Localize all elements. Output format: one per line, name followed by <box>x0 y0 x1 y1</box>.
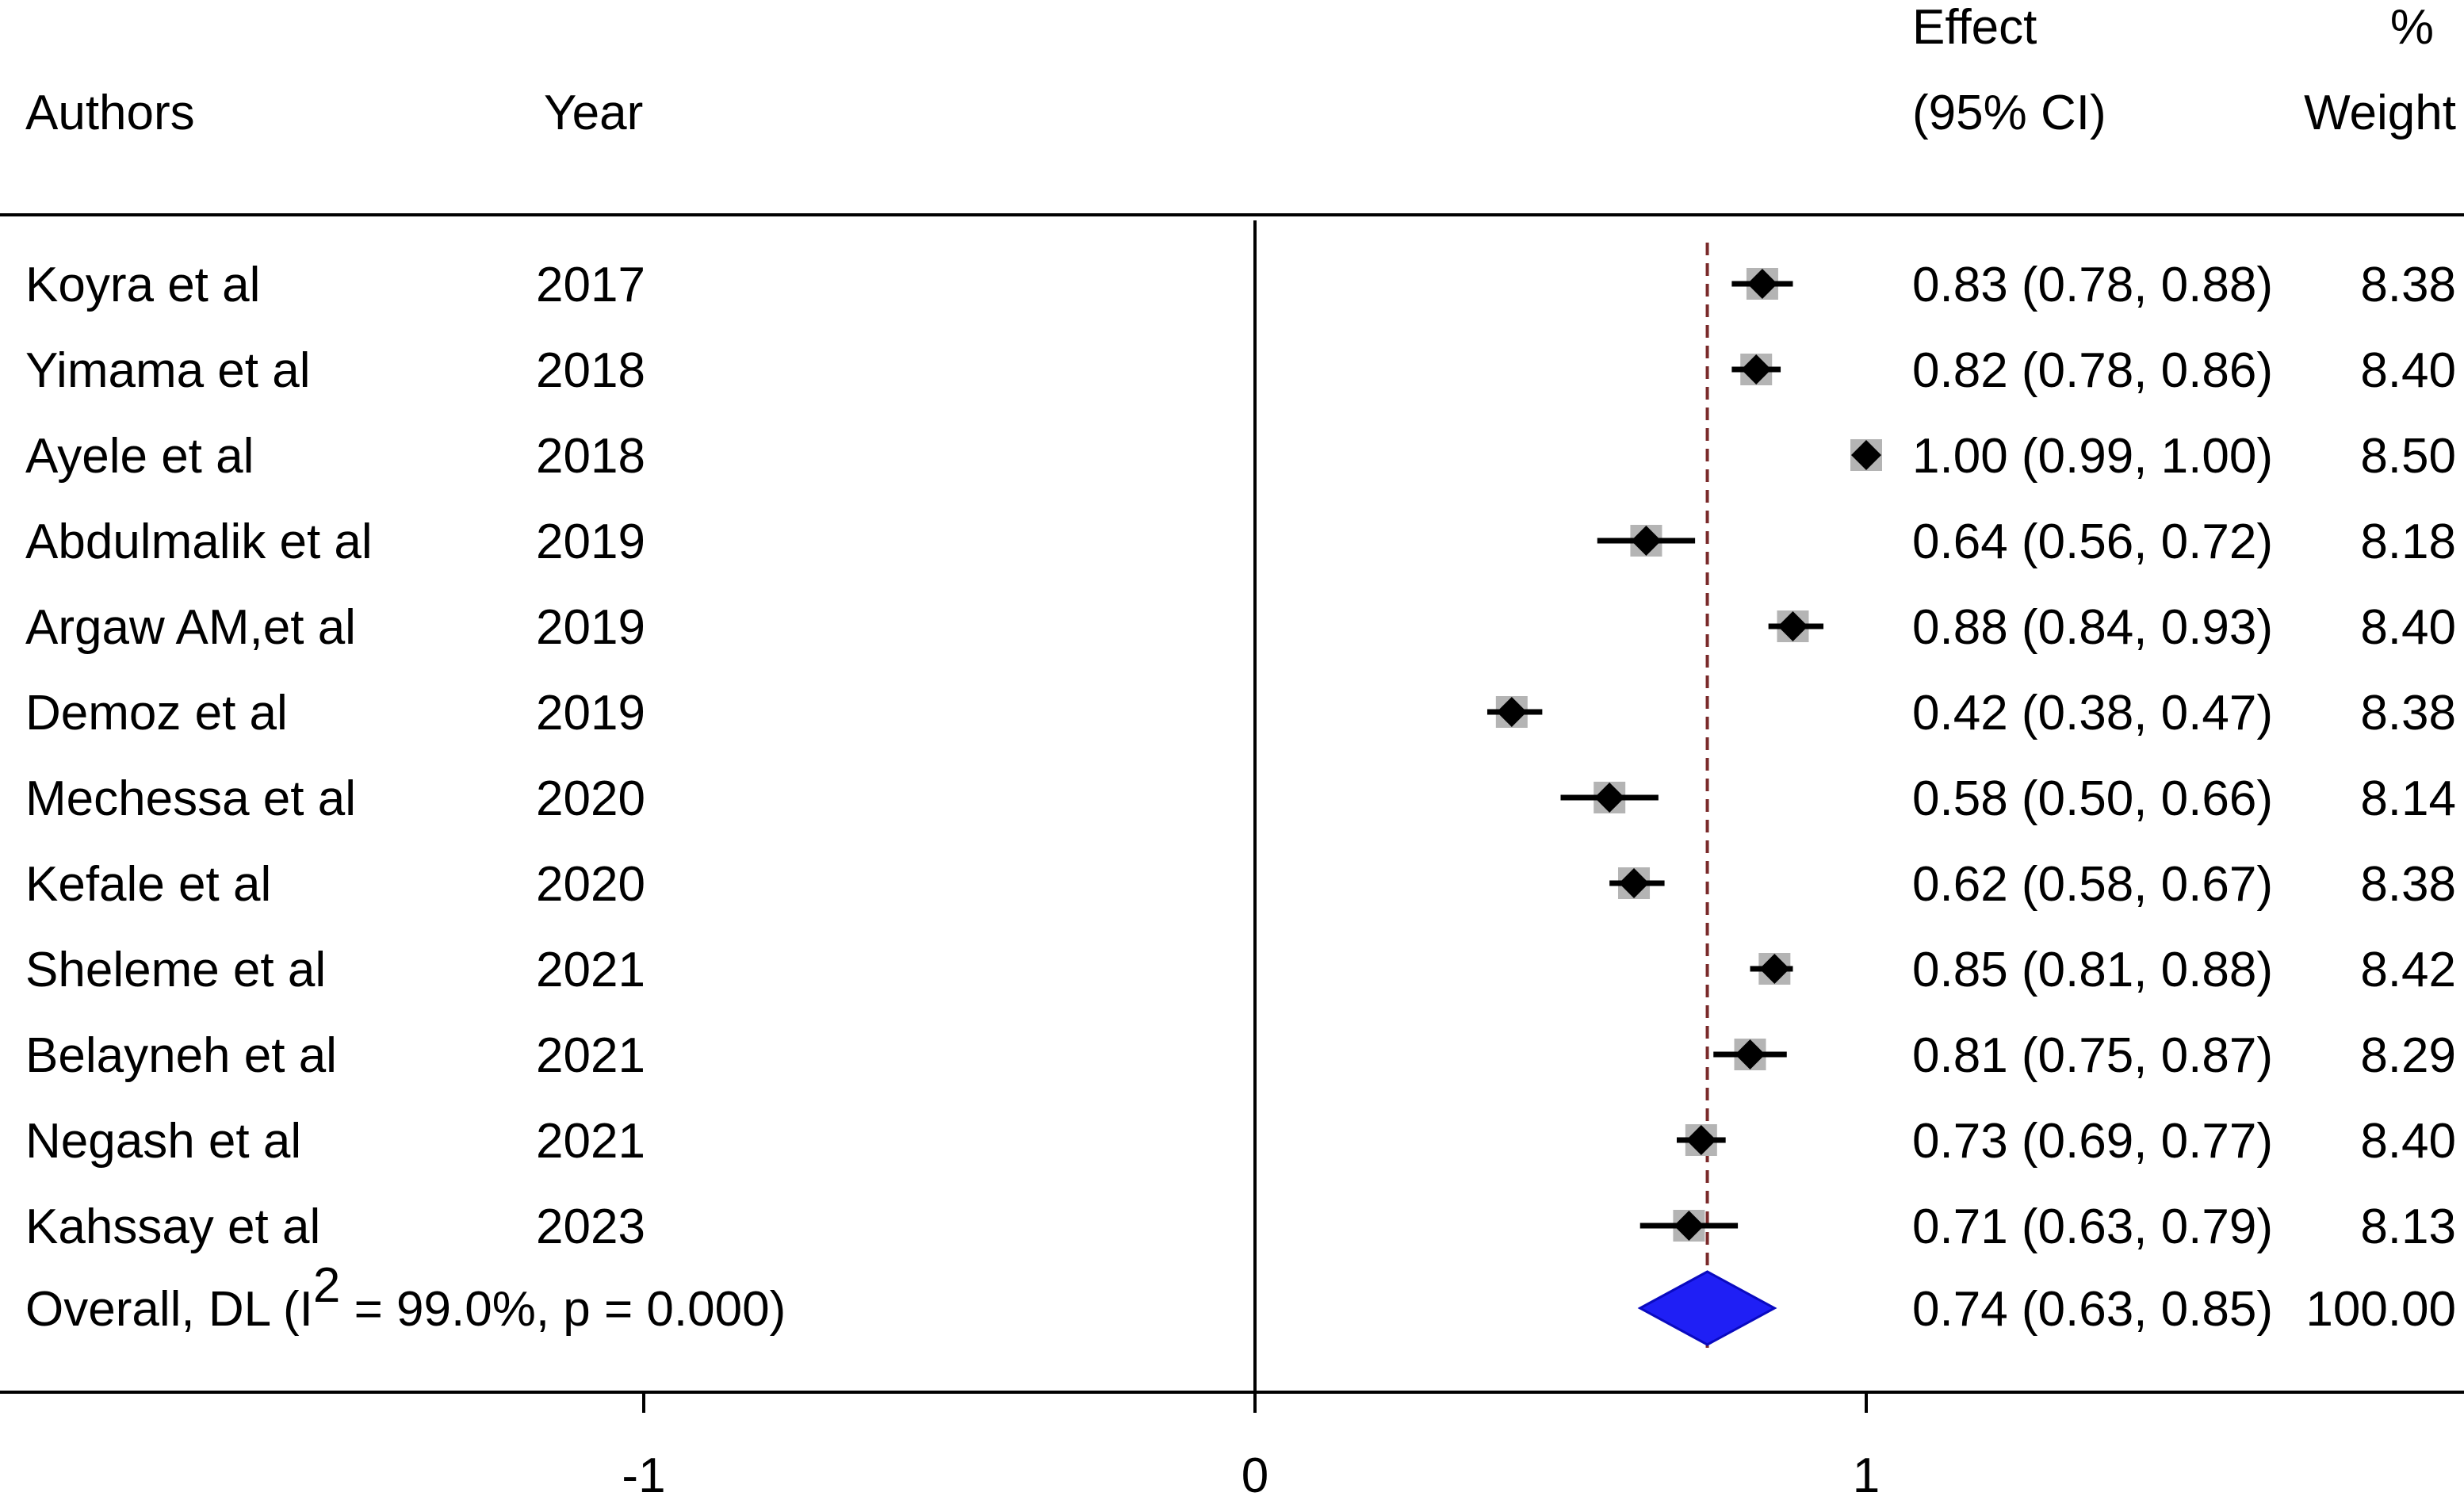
study-row: Mechessa et al 2020 0.58 (0.50, 0.66) 8.14 <box>25 771 2456 826</box>
overall-label: Overall, DL (I2 = 99.0%, p = 0.000) <box>25 1258 786 1337</box>
study-year: 2018 <box>536 429 645 484</box>
study-year: 2021 <box>536 1028 645 1083</box>
study-weight: 8.13 <box>2360 1200 2456 1254</box>
study-author: Kahssay et al <box>25 1200 320 1254</box>
study-effect-ci: 0.64 (0.56, 0.72) <box>1912 515 2273 569</box>
study-row: Negash et al 2021 0.73 (0.69, 0.77) 8.40 <box>25 1114 2456 1169</box>
study-effect-marker <box>1777 611 1808 641</box>
study-weight: 8.38 <box>2360 857 2456 912</box>
study-effect-ci: 0.62 (0.58, 0.67) <box>1912 857 2273 912</box>
study-author: Ayele et al <box>25 429 254 484</box>
study-effect-marker <box>1594 783 1625 813</box>
header-weight: Weight <box>2304 86 2456 140</box>
study-effect-marker <box>1674 1211 1705 1241</box>
study-effect-ci: 0.58 (0.50, 0.66) <box>1912 771 2273 826</box>
study-row: Belayneh et al 2021 0.81 (0.75, 0.87) 8.29 <box>25 1028 2456 1083</box>
study-weight: 8.40 <box>2360 600 2456 655</box>
study-effect-marker <box>1631 526 1662 556</box>
x-axis: -1 0 1 <box>622 1392 1880 1500</box>
study-row: Argaw AM,et al 2019 0.88 (0.84, 0.93) 8.40 <box>25 600 2456 655</box>
study-effect-ci: 0.71 (0.63, 0.79) <box>1912 1200 2273 1254</box>
study-weight: 8.40 <box>2360 1114 2456 1169</box>
header-effect: Effect <box>1912 0 2037 55</box>
study-author: Demoz et al <box>25 686 288 740</box>
overall-label-suffix: = 99.0%, p = 0.000) <box>340 1282 786 1337</box>
x-tick-label: 1 <box>1853 1448 1880 1500</box>
overall-effect-ci: 0.74 (0.63, 0.85) <box>1912 1282 2273 1337</box>
header-percent: % <box>2390 0 2434 55</box>
study-row: Koyra et al 2017 0.83 (0.78, 0.88) 8.38 <box>25 258 2456 312</box>
header-authors: Authors <box>25 86 195 140</box>
study-effect-ci: 0.42 (0.38, 0.47) <box>1912 686 2273 740</box>
x-tick-label: 0 <box>1242 1448 1268 1500</box>
study-row: Yimama et al 2018 0.82 (0.78, 0.86) 8.40 <box>25 343 2456 398</box>
overall-label-superscript: 2 <box>313 1258 340 1313</box>
study-author: Abdulmalik et al <box>25 515 373 569</box>
study-effect-ci: 1.00 (0.99, 1.00) <box>1912 429 2273 484</box>
study-effect-marker <box>1735 1039 1766 1070</box>
study-year: 2019 <box>536 600 645 655</box>
overall-row: Overall, DL (I2 = 99.0%, p = 0.000) 0.74… <box>25 1258 2456 1346</box>
study-author: Argaw AM,et al <box>25 600 356 655</box>
header-ci: (95% CI) <box>1912 86 2106 140</box>
study-effect-marker <box>1741 354 1772 385</box>
study-rows: Koyra et al 2017 0.83 (0.78, 0.88) 8.38 Yima… <box>25 258 2456 1254</box>
study-weight: 8.50 <box>2360 429 2456 484</box>
overall-label-prefix: Overall, DL (I <box>25 1282 313 1337</box>
study-weight: 8.29 <box>2360 1028 2456 1083</box>
study-year: 2019 <box>536 515 645 569</box>
study-weight: 8.18 <box>2360 515 2456 569</box>
study-row: Ayele et al 2018 1.00 (0.99, 1.00) 8.50 <box>25 429 2456 484</box>
study-weight: 8.38 <box>2360 686 2456 740</box>
study-row: Kefale et al 2020 0.62 (0.58, 0.67) 8.38 <box>25 857 2456 912</box>
study-effect-marker <box>1747 269 1777 299</box>
study-effect-ci: 0.83 (0.78, 0.88) <box>1912 258 2273 312</box>
study-year: 2019 <box>536 686 645 740</box>
study-year: 2020 <box>536 771 645 826</box>
study-year: 2020 <box>536 857 645 912</box>
study-effect-ci: 0.85 (0.81, 0.88) <box>1912 943 2273 997</box>
study-row: Abdulmalik et al 2019 0.64 (0.56, 0.72) 8.1… <box>25 515 2456 569</box>
study-author: Yimama et al <box>25 343 311 398</box>
study-row: Demoz et al 2019 0.42 (0.38, 0.47) 8.38 <box>25 686 2456 740</box>
header-year: Year <box>544 86 643 140</box>
overall-diamond <box>1637 1270 1777 1346</box>
study-effect-ci: 0.88 (0.84, 0.93) <box>1912 600 2273 655</box>
study-year: 2023 <box>536 1200 645 1254</box>
study-weight: 8.42 <box>2360 943 2456 997</box>
study-year: 2021 <box>536 943 645 997</box>
study-author: Kefale et al <box>25 857 271 912</box>
study-year: 2021 <box>536 1114 645 1169</box>
study-row: Kahssay et al 2023 0.71 (0.63, 0.79) 8.13 <box>25 1200 2456 1254</box>
x-tick-label: -1 <box>622 1448 665 1500</box>
study-weight: 8.14 <box>2360 771 2456 826</box>
study-weight: 8.40 <box>2360 343 2456 398</box>
study-effect-ci: 0.73 (0.69, 0.77) <box>1912 1114 2273 1169</box>
study-effect-marker <box>1851 440 1881 470</box>
study-effect-ci: 0.82 (0.78, 0.86) <box>1912 343 2273 398</box>
study-effect-marker <box>1685 1125 1716 1155</box>
overall-weight: 100.00 <box>2305 1282 2456 1337</box>
study-author: Belayneh et al <box>25 1028 337 1083</box>
study-row: Sheleme et al 2021 0.85 (0.81, 0.88) 8.42 <box>25 943 2456 997</box>
study-effect-marker <box>1496 697 1527 727</box>
study-author: Koyra et al <box>25 258 260 312</box>
study-author: Sheleme et al <box>25 943 326 997</box>
study-weight: 8.38 <box>2360 258 2456 312</box>
study-year: 2018 <box>536 343 645 398</box>
study-author: Mechessa et al <box>25 771 356 826</box>
study-effect-ci: 0.81 (0.75, 0.87) <box>1912 1028 2273 1083</box>
study-effect-marker <box>1619 868 1650 898</box>
study-effect-marker <box>1759 954 1790 984</box>
study-author: Negash et al <box>25 1114 301 1169</box>
study-year: 2017 <box>536 258 645 312</box>
